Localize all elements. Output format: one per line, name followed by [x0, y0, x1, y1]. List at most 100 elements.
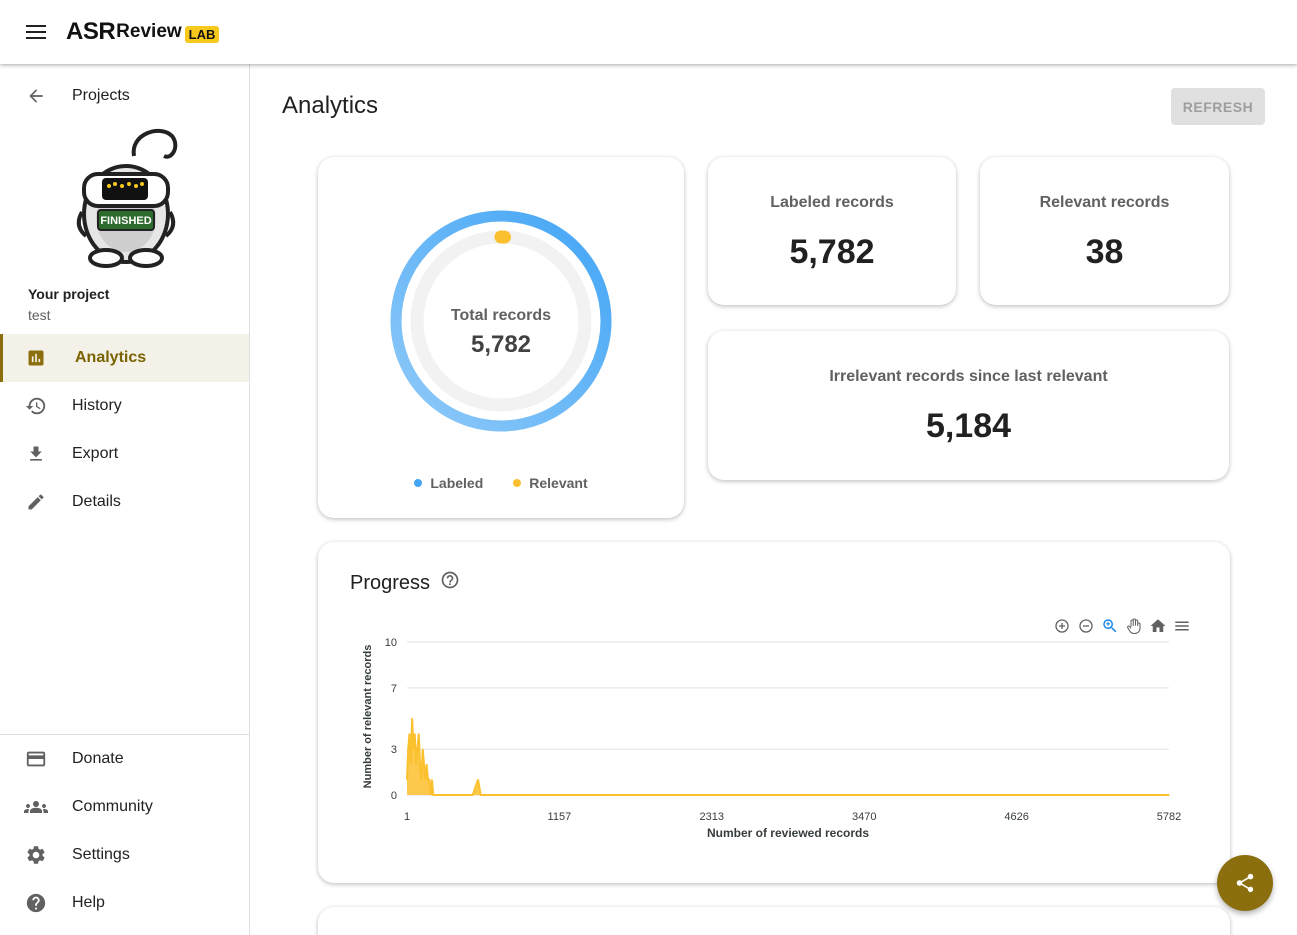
x-tick-label: 1157 [548, 811, 572, 823]
project-heading: Your project [28, 286, 110, 302]
y-axis-label: Number of relevant records [362, 645, 374, 789]
series-point [420, 779, 422, 781]
series-point [422, 748, 424, 750]
series-point [427, 779, 429, 781]
x-tick-label: 4626 [1004, 811, 1028, 823]
series-point [406, 779, 408, 781]
sidebar-item-label: Help [72, 894, 105, 911]
series-point [480, 794, 482, 796]
series-point [411, 717, 413, 720]
x-tick-label: 5782 [1157, 811, 1181, 823]
next-card [318, 907, 1230, 935]
series-point [415, 763, 417, 765]
gear-icon [24, 843, 48, 867]
y-tick-label: 7 [391, 683, 397, 695]
series-point [458, 794, 461, 796]
series-point [933, 794, 935, 796]
help-icon [24, 891, 48, 915]
stat-value: 5,184 [925, 407, 1012, 445]
zoom-selection-icon[interactable] [1100, 616, 1120, 636]
x-tick-label: 3470 [852, 811, 876, 823]
back-to-projects[interactable]: Projects [0, 72, 249, 120]
series-point [414, 733, 416, 735]
sidebar-item-details[interactable]: Details [0, 478, 249, 526]
refresh-button[interactable]: REFRESH [1171, 88, 1265, 125]
series-point [412, 748, 415, 750]
help-outline-icon[interactable] [440, 570, 460, 590]
donut-center-label: Total records [450, 307, 552, 324]
series-point [431, 779, 433, 781]
labeled-records-card: Labeled records 5,782 [708, 157, 956, 305]
total-records-card: Total records 5,782 Labeled Relevant [318, 157, 684, 518]
y-tick-label: 3 [391, 744, 397, 756]
y-tick-label: 10 [385, 637, 397, 649]
sidebar-item-label: Details [72, 493, 121, 510]
series-point [410, 763, 412, 765]
series-point [482, 794, 484, 796]
series-point [1065, 794, 1067, 796]
sidebar-item-donate[interactable]: Donate [0, 735, 249, 783]
home-icon[interactable] [1148, 616, 1168, 636]
stat-value: 38 [1085, 233, 1124, 271]
sidebar-item-label: Donate [72, 750, 124, 767]
pan-hand-icon[interactable] [1124, 616, 1144, 636]
sidebar-item-label: Community [72, 798, 153, 815]
series-point [1168, 794, 1170, 796]
app-logo[interactable]: ASR Review LAB [66, 18, 220, 46]
sidebar-item-analytics[interactable]: Analytics [0, 334, 249, 382]
sidebar-item-settings[interactable]: Settings [0, 831, 249, 879]
series-area [407, 718, 1169, 795]
project-status-avatar: FINISHED [72, 126, 182, 268]
series-point [408, 733, 411, 735]
sidebar-item-help[interactable]: Help [0, 879, 249, 927]
menu-icon [26, 25, 46, 39]
arrow-back-icon [24, 84, 48, 108]
legend-item-labeled[interactable]: Labeled [414, 475, 483, 491]
menu-button[interactable] [16, 12, 56, 52]
legend-label: Labeled [430, 475, 484, 491]
series-point [432, 794, 434, 796]
donut-chart [390, 210, 612, 432]
history-icon [24, 394, 48, 418]
share-icon [1236, 873, 1254, 893]
zoom-in-icon[interactable] [1052, 616, 1072, 636]
sidebar-item-community[interactable]: Community [0, 783, 249, 831]
progress-chart: 0 3 7 10 1 1157 2313 3470 4626 5782 Number of revi… [362, 637, 1181, 840]
series-line [406, 718, 1169, 796]
main-content: Analytics REFRESH Total records 5,782 La… [250, 64, 1297, 935]
x-axis-label: Number of reviewed records [707, 826, 869, 840]
y-tick-label: 0 [391, 790, 397, 802]
menu-lines-icon[interactable] [1172, 616, 1192, 636]
credit-card-icon [24, 747, 48, 771]
series-point [428, 779, 430, 781]
groups-icon [24, 795, 48, 819]
legend-dot [414, 479, 423, 487]
donut-slice-labeled [390, 210, 612, 432]
legend-label: Relevant [529, 475, 588, 491]
series-point [511, 794, 513, 796]
legend-dot [513, 479, 522, 487]
app-bar: ASR Review LAB [0, 0, 1297, 64]
series-point [407, 748, 409, 750]
progress-title: Progress [350, 572, 431, 594]
series-point [669, 794, 672, 796]
edit-icon [24, 490, 48, 514]
series-point [477, 779, 479, 781]
sidebar-item-history[interactable]: History [0, 382, 249, 430]
sidebar-divider [0, 734, 249, 735]
chart-toolbar [1052, 616, 1192, 636]
zoom-out-icon[interactable] [1076, 616, 1096, 636]
series-point [423, 763, 425, 765]
stat-title: Labeled records [770, 194, 894, 211]
legend-item-relevant[interactable]: Relevant [513, 475, 588, 491]
logo-main: ASR [66, 18, 116, 45]
series-point [426, 763, 428, 765]
download-icon [24, 442, 48, 466]
sidebar-item-export[interactable]: Export [0, 430, 249, 478]
series-point [564, 794, 566, 796]
relevant-records-card: Relevant records 38 [980, 157, 1229, 305]
sidebar-item-label: Analytics [75, 349, 147, 366]
sidebar-item-label: Export [72, 445, 119, 462]
share-button[interactable] [1217, 855, 1273, 911]
project-name: test [28, 307, 51, 323]
